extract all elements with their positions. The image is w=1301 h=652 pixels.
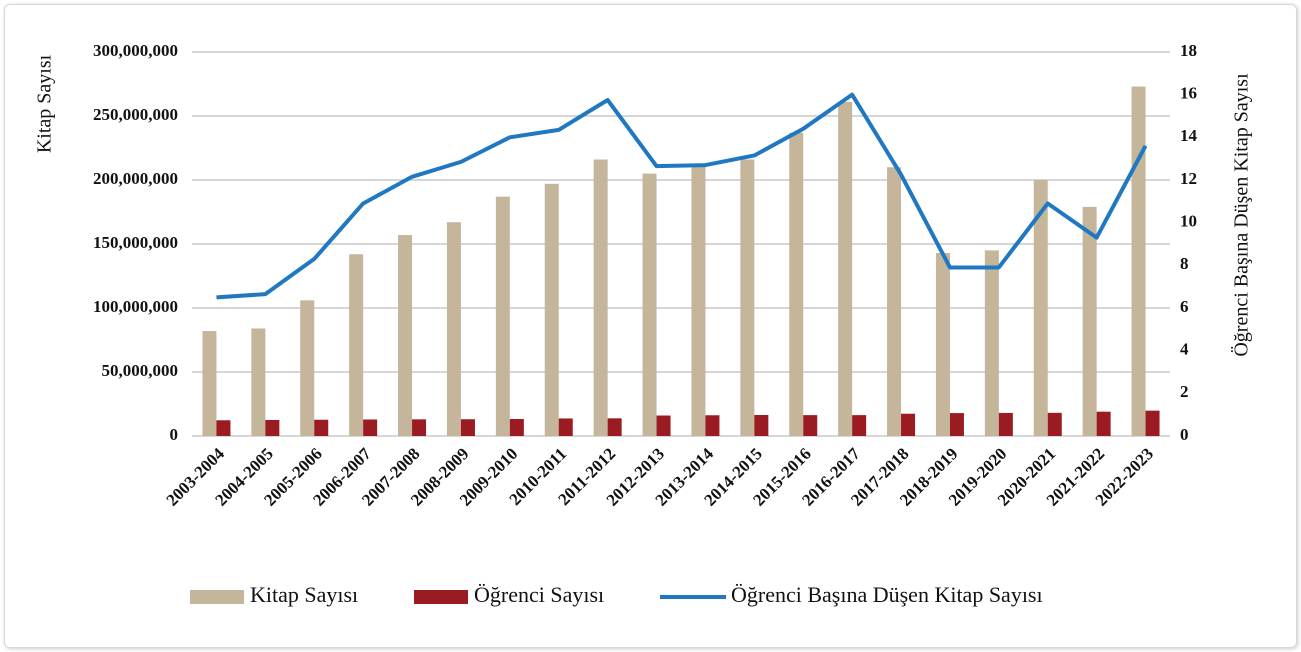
y2-tick-label: 12 bbox=[1180, 169, 1197, 188]
y2-tick-label: 18 bbox=[1180, 41, 1197, 60]
bar bbox=[251, 328, 266, 436]
y-tick-label: 250,000,000 bbox=[93, 105, 178, 124]
legend-label: Öğrenci Sayısı bbox=[474, 582, 604, 607]
bar bbox=[691, 165, 706, 437]
bar bbox=[1047, 412, 1062, 436]
bar bbox=[460, 419, 475, 436]
bar bbox=[593, 159, 608, 436]
bar bbox=[754, 415, 769, 436]
y2-tick-label: 16 bbox=[1180, 84, 1197, 103]
y-tick-label: 200,000,000 bbox=[93, 169, 178, 188]
bar bbox=[656, 415, 671, 436]
bar bbox=[740, 159, 755, 436]
y2-tick-label: 0 bbox=[1180, 425, 1189, 444]
bar bbox=[349, 254, 364, 436]
bar bbox=[852, 415, 867, 436]
bar bbox=[1096, 411, 1111, 436]
y2-tick-label: 2 bbox=[1180, 382, 1189, 401]
bar bbox=[998, 412, 1013, 436]
bar bbox=[1082, 206, 1097, 436]
y-axis-title: Kitap Sayısı bbox=[34, 54, 56, 153]
bar bbox=[1131, 86, 1146, 436]
bar bbox=[412, 419, 427, 436]
bar bbox=[705, 415, 720, 436]
y-tick-label: 150,000,000 bbox=[93, 233, 178, 252]
y2-tick-label: 6 bbox=[1180, 297, 1189, 316]
bar bbox=[495, 196, 510, 436]
y-tick-label: 0 bbox=[170, 425, 179, 444]
y2-tick-label: 4 bbox=[1180, 340, 1189, 359]
bar bbox=[1033, 180, 1048, 436]
bar bbox=[446, 222, 461, 436]
y2-tick-label: 14 bbox=[1180, 126, 1198, 145]
bar bbox=[202, 331, 217, 436]
bar bbox=[265, 420, 280, 436]
bar bbox=[363, 419, 378, 436]
bar bbox=[887, 167, 902, 436]
bar bbox=[1145, 410, 1160, 436]
bar bbox=[901, 413, 916, 436]
line bbox=[216, 92, 1148, 300]
bar bbox=[544, 183, 559, 436]
bar bbox=[803, 415, 818, 436]
bar bbox=[935, 252, 950, 436]
bar bbox=[216, 420, 231, 436]
bar bbox=[314, 419, 329, 436]
bar bbox=[300, 300, 315, 436]
bar bbox=[984, 250, 999, 436]
legend-label: Kitap Sayısı bbox=[250, 582, 358, 607]
y-tick-label: 50,000,000 bbox=[102, 361, 179, 380]
y2-tick-label: 10 bbox=[1180, 212, 1197, 231]
bar bbox=[949, 413, 964, 436]
bar bbox=[398, 235, 413, 436]
bar bbox=[509, 418, 524, 436]
y-tick-label: 100,000,000 bbox=[93, 297, 178, 316]
bar bbox=[558, 418, 573, 436]
bar bbox=[838, 101, 853, 437]
legend-label: Öğrenci Başına Düşen Kitap Sayısı bbox=[731, 582, 1043, 607]
bar bbox=[789, 132, 804, 436]
y2-axis-title: Öğrenci Başına Düşen Kitap Sayısı bbox=[1230, 73, 1253, 357]
legend-swatch bbox=[414, 590, 468, 604]
bar bbox=[607, 418, 622, 436]
legend-swatch bbox=[190, 590, 244, 604]
y-tick-label: 300,000,000 bbox=[93, 41, 178, 60]
y2-tick-label: 8 bbox=[1180, 254, 1189, 273]
bar bbox=[642, 173, 657, 436]
